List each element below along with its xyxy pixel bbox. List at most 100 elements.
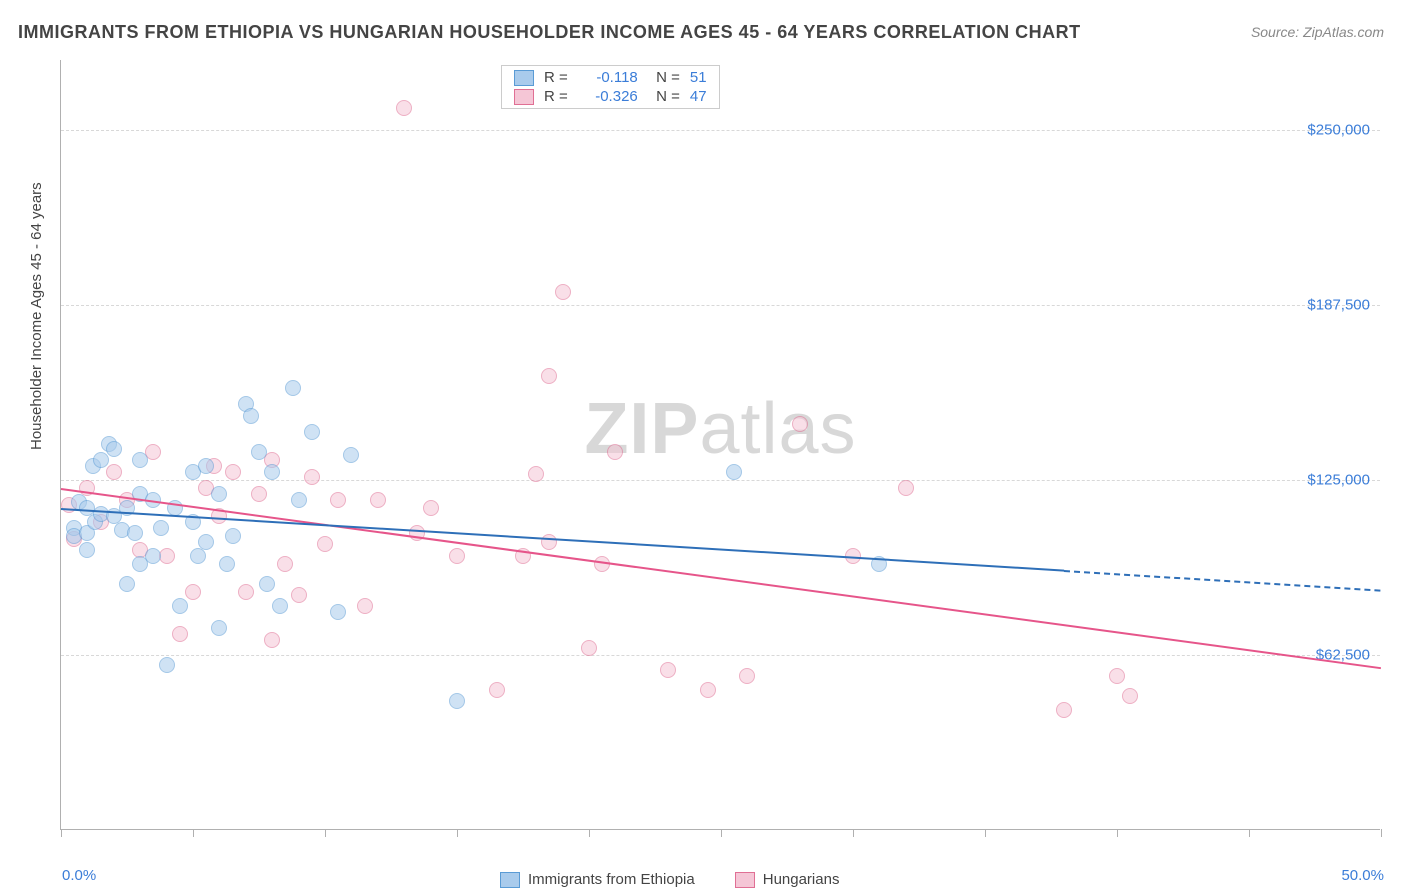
scatter-point: [172, 626, 188, 642]
scatter-point: [1109, 668, 1125, 684]
legend-swatch: [514, 89, 534, 105]
n-value: 51: [690, 69, 707, 86]
r-label: R =: [544, 88, 568, 105]
scatter-point: [304, 469, 320, 485]
scatter-point: [132, 452, 148, 468]
scatter-point: [145, 548, 161, 564]
scatter-point: [792, 416, 808, 432]
legend-item: Immigrants from Ethiopia: [500, 871, 695, 888]
gridline: [61, 130, 1380, 131]
n-value: 47: [690, 88, 707, 105]
scatter-point: [259, 576, 275, 592]
legend-swatch: [500, 872, 520, 888]
x-tick: [61, 829, 62, 837]
scatter-point: [555, 284, 571, 300]
scatter-point: [185, 584, 201, 600]
scatter-point: [726, 464, 742, 480]
scatter-point: [277, 556, 293, 572]
scatter-point: [159, 657, 175, 673]
scatter-point: [119, 576, 135, 592]
scatter-point: [106, 441, 122, 457]
x-tick: [193, 829, 194, 837]
scatter-point: [79, 542, 95, 558]
scatter-point: [898, 480, 914, 496]
scatter-point: [396, 100, 412, 116]
x-tick: [853, 829, 854, 837]
scatter-point: [251, 486, 267, 502]
scatter-point: [153, 520, 169, 536]
scatter-point: [449, 548, 465, 564]
watermark-bold: ZIP: [584, 389, 699, 469]
legend-row: R = -0.118 N = 51: [502, 68, 719, 87]
x-min-label: 0.0%: [62, 867, 96, 884]
x-tick: [325, 829, 326, 837]
scatter-point: [423, 500, 439, 516]
y-tick-label: $125,000: [1307, 472, 1370, 489]
scatter-point: [238, 584, 254, 600]
scatter-point: [330, 604, 346, 620]
x-tick: [1381, 829, 1382, 837]
r-value: -0.326: [578, 88, 638, 105]
y-axis-label: Householder Income Ages 45 - 64 years: [28, 182, 45, 450]
scatter-point: [317, 536, 333, 552]
scatter-point: [285, 380, 301, 396]
scatter-point: [211, 620, 227, 636]
x-tick: [721, 829, 722, 837]
x-tick: [457, 829, 458, 837]
scatter-point: [291, 492, 307, 508]
scatter-point: [541, 368, 557, 384]
scatter-point: [93, 452, 109, 468]
correlation-legend: R = -0.118 N = 51 R = -0.326 N = 47: [501, 65, 720, 109]
scatter-point: [581, 640, 597, 656]
scatter-point: [528, 466, 544, 482]
n-label: N =: [648, 88, 680, 105]
scatter-point: [219, 556, 235, 572]
scatter-point: [272, 598, 288, 614]
scatter-point: [330, 492, 346, 508]
scatter-point: [660, 662, 676, 678]
scatter-point: [190, 548, 206, 564]
gridline: [61, 655, 1380, 656]
y-tick-label: $250,000: [1307, 122, 1370, 139]
gridline: [61, 480, 1380, 481]
scatter-point: [198, 534, 214, 550]
scatter-point: [489, 682, 505, 698]
scatter-point: [264, 464, 280, 480]
legend-row: R = -0.326 N = 47: [502, 87, 719, 106]
scatter-point: [127, 525, 143, 541]
watermark: ZIPatlas: [584, 388, 856, 470]
gridline: [61, 305, 1380, 306]
r-label: R =: [544, 69, 568, 86]
legend-label: Hungarians: [763, 871, 840, 888]
y-tick-label: $187,500: [1307, 297, 1370, 314]
scatter-point: [1122, 688, 1138, 704]
legend-item: Hungarians: [735, 871, 840, 888]
x-tick: [1117, 829, 1118, 837]
trend-line: [1064, 570, 1381, 592]
scatter-point: [225, 464, 241, 480]
scatter-point: [304, 424, 320, 440]
r-value: -0.118: [578, 69, 638, 86]
scatter-point: [541, 534, 557, 550]
x-tick: [985, 829, 986, 837]
x-max-label: 50.0%: [1341, 867, 1384, 884]
scatter-point: [225, 528, 241, 544]
n-label: N =: [648, 69, 680, 86]
series-legend: Immigrants from Ethiopia Hungarians: [500, 871, 839, 888]
scatter-plot: ZIPatlas R =-0.118 N =51R =-0.326 N =47 …: [60, 60, 1380, 830]
x-tick: [1249, 829, 1250, 837]
watermark-rest: atlas: [699, 389, 856, 469]
scatter-point: [370, 492, 386, 508]
scatter-point: [343, 447, 359, 463]
legend-label: Immigrants from Ethiopia: [528, 871, 695, 888]
legend-swatch: [514, 70, 534, 86]
legend-swatch: [735, 872, 755, 888]
scatter-point: [607, 444, 623, 460]
scatter-point: [106, 464, 122, 480]
chart-title: IMMIGRANTS FROM ETHIOPIA VS HUNGARIAN HO…: [18, 22, 1081, 43]
scatter-point: [243, 408, 259, 424]
scatter-point: [172, 598, 188, 614]
source-label: Source: ZipAtlas.com: [1251, 24, 1384, 40]
scatter-point: [291, 587, 307, 603]
scatter-point: [700, 682, 716, 698]
